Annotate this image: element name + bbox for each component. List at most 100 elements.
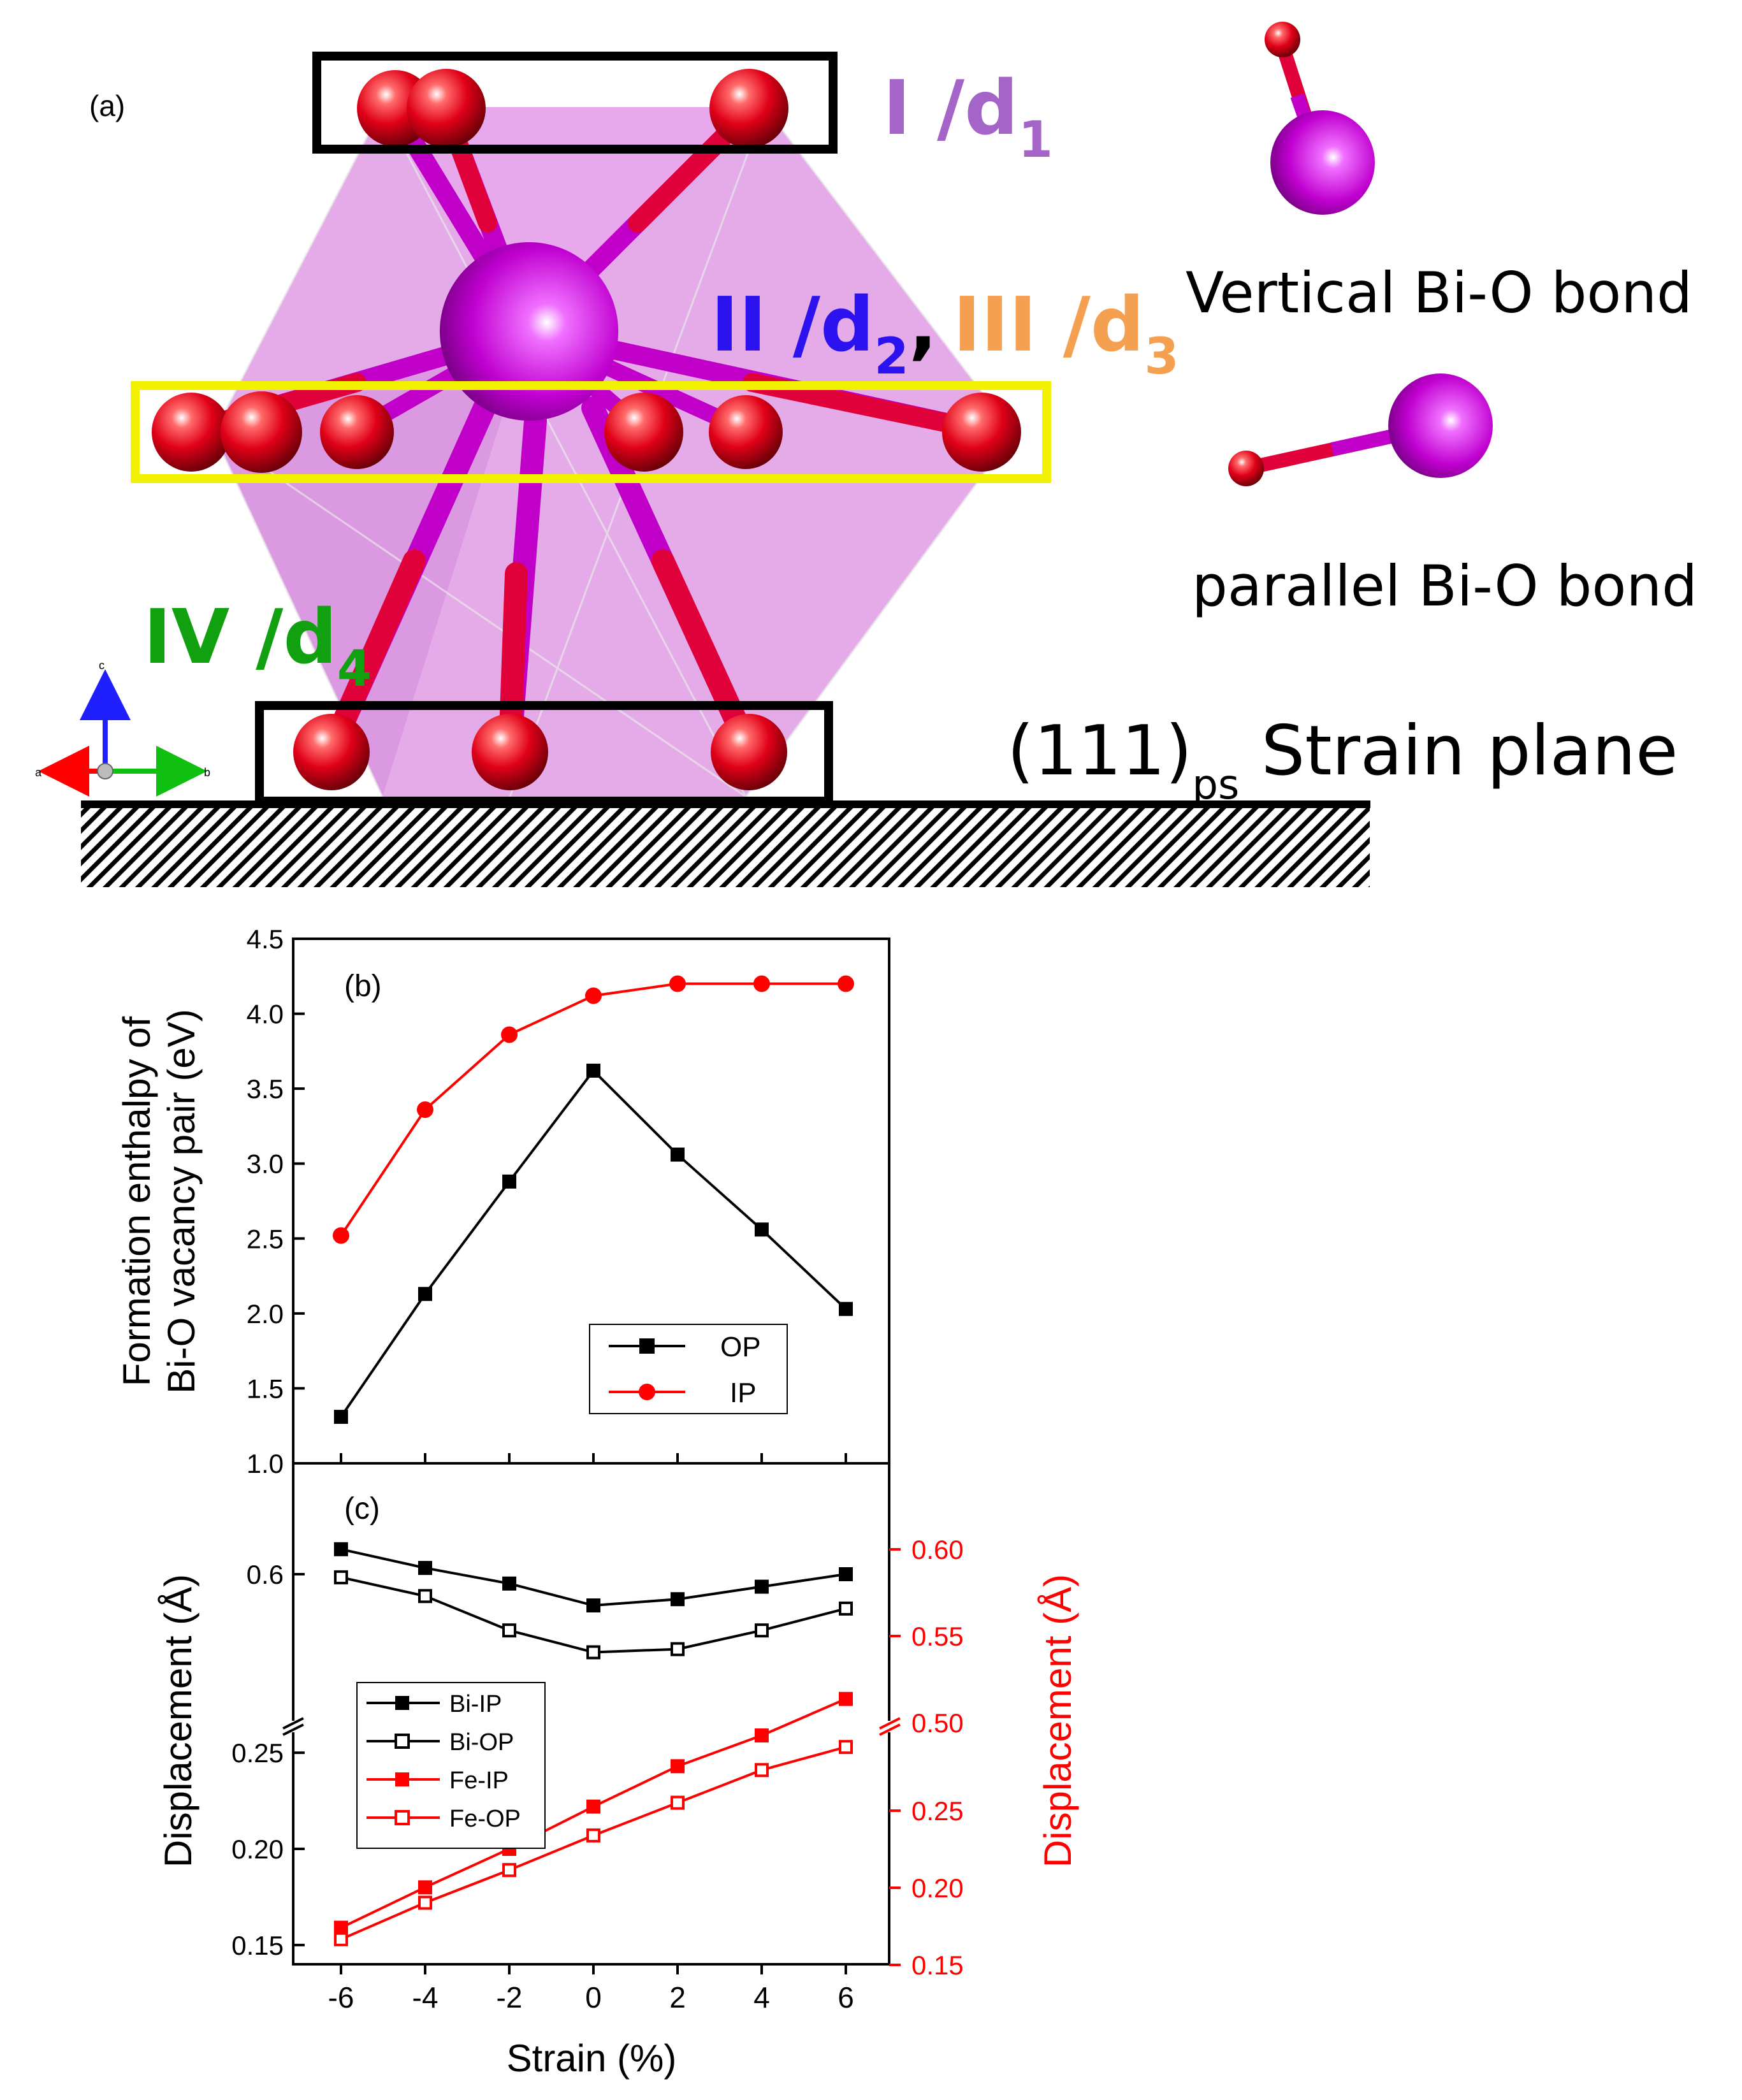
chart-b-legend: OP IP: [589, 1324, 788, 1414]
legend-fe-ip: Fe-IP: [449, 1767, 509, 1794]
b-ytick-label: 1.5: [247, 1373, 284, 1403]
b-point-IP: [753, 975, 770, 992]
b-point-IP: [838, 975, 854, 992]
parallel-bond-label: parallel Bi-O bond: [1192, 553, 1697, 619]
b-point-IP: [333, 1227, 349, 1244]
c-point-Bi-OP: [502, 1623, 516, 1638]
c-xtick-label: -2: [497, 1981, 523, 2014]
chart-c-series: [334, 1542, 853, 1946]
substrate-hatch: [81, 804, 1370, 887]
b-point-IP: [501, 1026, 518, 1043]
c-xtick-label: -6: [328, 1981, 354, 2014]
c-point-Fe-IP: [586, 1799, 600, 1814]
oxygen-atoms: [152, 69, 1021, 790]
c-point-Fe-IP: [671, 1759, 685, 1774]
b-point-OP: [334, 1410, 348, 1424]
b-line-IP: [340, 982, 846, 1236]
chart-b: (b) 1.0 1.5 2.0 2.5 3.0 3.5 4.0 4.5 Formation e…: [115, 924, 890, 1479]
chart-c-x-ticks: -6 -4 -2 0 2 4 6: [328, 1964, 854, 2014]
b-point-OP: [502, 1174, 516, 1189]
legend-bi-op: Bi-OP: [449, 1729, 514, 1756]
b-ytick-label: 3.5: [247, 1074, 284, 1104]
c-point-Fe-OP: [586, 1828, 600, 1843]
layer-tag-1: I /d1: [883, 64, 1053, 169]
c-point-Bi-OP: [839, 1601, 853, 1616]
b-ytick-label: 2.0: [247, 1299, 284, 1329]
b-point-OP: [586, 1063, 600, 1078]
b-point-OP: [839, 1301, 853, 1316]
b-ytick-label: 1.0: [247, 1449, 284, 1479]
c-right-ytick-label: 0.60: [911, 1535, 964, 1565]
c-point-Fe-IP: [839, 1691, 853, 1706]
chart-c-ylabel-left: Displacement (Å): [157, 1574, 200, 1867]
chart-c-frame: [292, 1462, 890, 1966]
chart-b-panel-label: (b): [344, 969, 382, 1003]
layer-box-middle: [131, 381, 1051, 483]
c-left-ytick-label: 0.15: [231, 1930, 284, 1960]
strain-plane-label: (111)ps Strain plane: [1007, 711, 1678, 809]
legend-fe-op: Fe-OP: [449, 1806, 521, 1832]
layer-tag-4: IV /d4: [143, 593, 372, 698]
c-xtick-label: -4: [412, 1981, 439, 2014]
c-right-ytick-label: 0.50: [911, 1708, 964, 1738]
c-point-Bi-IP: [334, 1542, 348, 1556]
c-xtick-label: 4: [753, 1981, 770, 2014]
c-point-Fe-OP: [755, 1763, 769, 1778]
c-left-ytick-label: 0.20: [231, 1834, 284, 1864]
c-line-Bi-OP: [340, 1575, 846, 1654]
svg-text:a: a: [35, 766, 42, 779]
b-point-IP: [417, 1101, 433, 1119]
chart-b-series: [333, 975, 854, 1424]
b-point-OP: [755, 1222, 769, 1237]
legend-op: OP: [720, 1331, 761, 1363]
polyhedron-face: [382, 107, 765, 331]
c-right-ytick-label: 0.55: [911, 1621, 964, 1651]
c-left-ytick-label: 0.25: [231, 1738, 284, 1768]
b-point-IP: [585, 987, 602, 1004]
c-point-Bi-OP: [755, 1623, 769, 1638]
b-point-OP: [671, 1147, 685, 1162]
c-point-Bi-IP: [586, 1598, 600, 1612]
c-point-Fe-OP: [839, 1740, 853, 1755]
panel-a-label: (a): [89, 89, 125, 122]
b-ytick-label: 2.5: [247, 1224, 284, 1254]
c-point-Fe-OP: [502, 1863, 516, 1878]
chart-c-ylabel-right: Displacement (Å): [1036, 1574, 1079, 1867]
axis-break-marks: [280, 1717, 903, 1736]
parallel-bond-icon: [1228, 373, 1493, 486]
c-right-ytick-label: 0.15: [911, 1950, 964, 1980]
chart-c-left-y-ticks: 0.15 0.20 0.25 0.6: [231, 1560, 305, 1960]
c-point-Fe-IP: [418, 1880, 432, 1895]
panel-a-structure: (a): [35, 22, 1697, 887]
chart-b-ylabel-line1: Formation enthalpy of: [115, 1017, 158, 1387]
c-point-Bi-OP: [671, 1642, 685, 1656]
svg-text:b: b: [204, 766, 210, 779]
c-xtick-label: 2: [669, 1981, 686, 2014]
chart-b-y-ticks: 1.0 1.5 2.0 2.5 3.0 3.5 4.0 4.5: [247, 924, 305, 1479]
c-xtick-label: 0: [585, 1981, 602, 2014]
vertical-bond-label: Vertical Bi-O bond: [1186, 260, 1692, 326]
c-right-ytick-label: 0.20: [911, 1873, 964, 1903]
c-point-Bi-OP: [418, 1589, 432, 1604]
c-xtick-label: 6: [838, 1981, 854, 2014]
chart-b-ylabel-line2: Bi-O vacancy pair (eV): [160, 1009, 203, 1394]
c-point-Bi-IP: [502, 1576, 516, 1591]
layer-box-top: [312, 52, 838, 154]
legend-ip: IP: [730, 1377, 757, 1408]
chart-c-right-y-ticks: 0.15 0.20 0.25 0.50 0.55 0.60: [889, 1535, 964, 1980]
layer-tag-2: II /d2,: [711, 280, 938, 386]
c-point-Bi-IP: [671, 1592, 685, 1607]
c-point-Fe-OP: [671, 1795, 685, 1810]
vertical-bond-icon: [1265, 22, 1375, 215]
c-point-Fe-IP: [755, 1728, 769, 1743]
chart-c: (c) 0.15 0.20 0.25 0.6 0.15 0.20 0.25 0.50 0.55…: [157, 1462, 1079, 2080]
c-point-Bi-OP: [586, 1645, 600, 1660]
legend-bi-ip: Bi-IP: [449, 1691, 502, 1718]
b-point-OP: [418, 1287, 432, 1301]
svg-text:c: c: [99, 659, 105, 672]
b-ytick-label: 4.5: [247, 924, 284, 954]
c-right-ytick-label: 0.25: [911, 1796, 964, 1826]
c-point-Bi-IP: [418, 1561, 432, 1575]
c-point-Fe-OP: [334, 1932, 348, 1946]
